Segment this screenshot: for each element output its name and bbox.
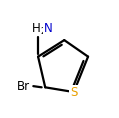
Text: H: H xyxy=(32,22,40,35)
Text: S: S xyxy=(70,86,77,99)
Text: 2: 2 xyxy=(41,27,46,36)
Text: Br: Br xyxy=(17,80,30,93)
Text: N: N xyxy=(44,22,53,35)
